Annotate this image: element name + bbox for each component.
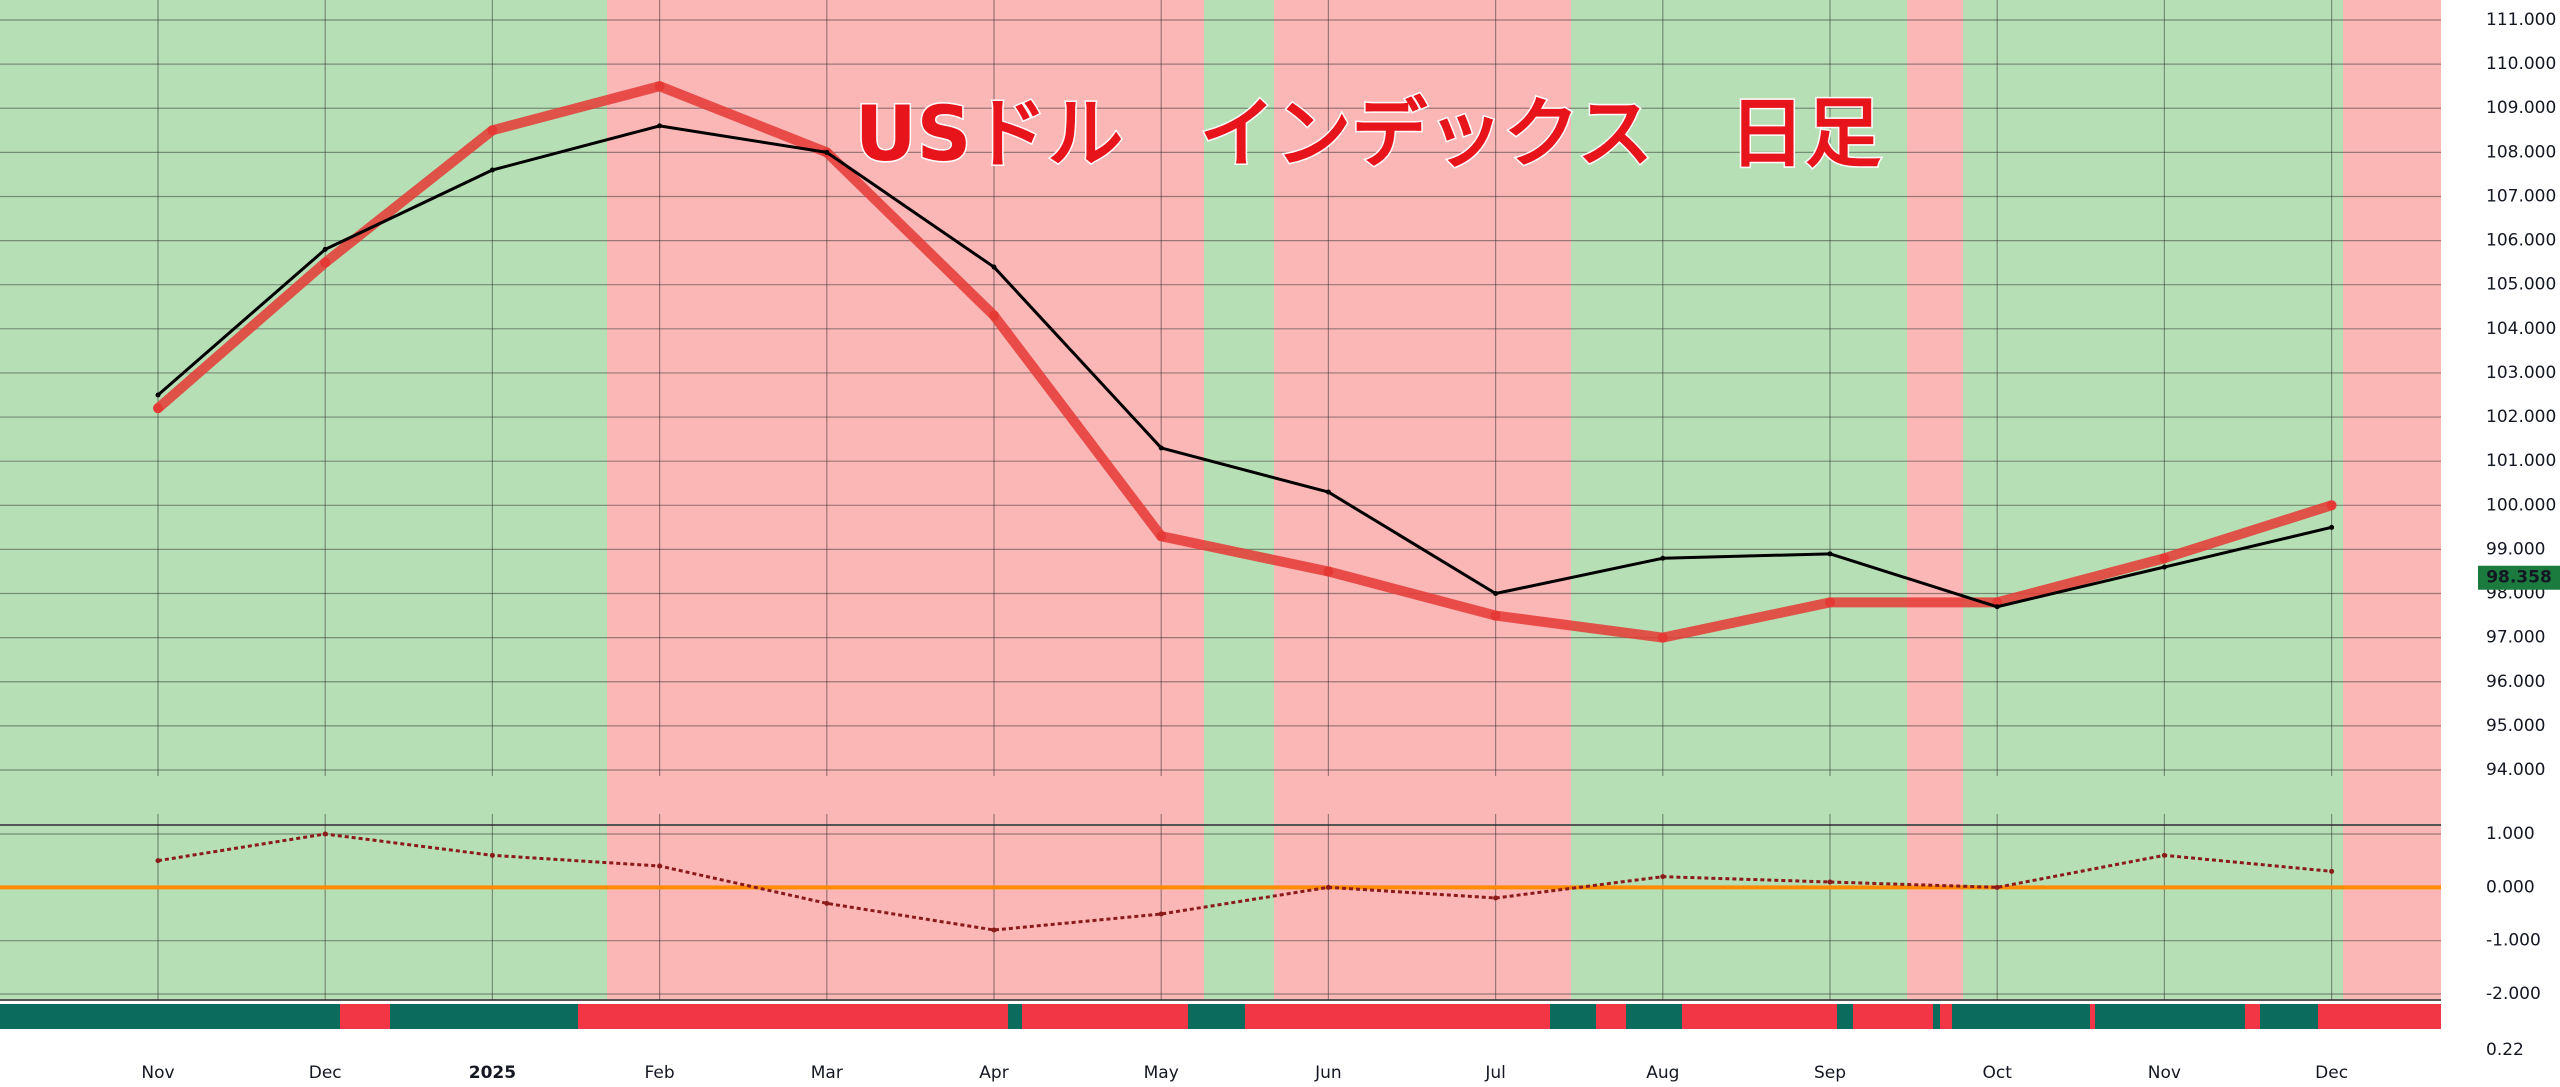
point (989, 310, 999, 321)
point (1827, 879, 1833, 885)
y-tick-label: 97.000 (2486, 628, 2545, 648)
y-tick-label: -1.000 (2486, 931, 2541, 951)
x-tick-label: Dec (2315, 1063, 2348, 1083)
point (155, 392, 161, 398)
x-tick-label: Jul (1484, 1063, 1506, 1083)
point (1994, 604, 2000, 610)
point (322, 246, 328, 252)
point (824, 149, 830, 155)
point (2326, 500, 2337, 511)
chart-title: USドル インデックス 日足 (855, 89, 1881, 178)
point (489, 167, 495, 173)
x-tick-label: Sep (1814, 1063, 1846, 1083)
y-tick-label: 105.000 (2486, 275, 2556, 295)
point (1493, 895, 1499, 901)
x-tick-label: 2025 (469, 1063, 516, 1083)
x-tick-label: Jun (1314, 1063, 1342, 1083)
point (1156, 531, 1167, 542)
point (2159, 553, 2170, 564)
y-tick-label: 106.000 (2486, 231, 2556, 251)
y-tick-label: 109.000 (2486, 98, 2556, 118)
point (320, 257, 331, 268)
x-tick-label: Nov (141, 1063, 174, 1083)
point (991, 927, 997, 933)
x-tick-label: Aug (1646, 1063, 1679, 1083)
y-tick-label: 104.000 (2486, 319, 2556, 339)
series-line (157, 124, 2332, 609)
y-tick-label: 111.000 (2486, 10, 2556, 30)
point (657, 863, 663, 869)
point (991, 264, 997, 270)
point (2161, 852, 2167, 858)
point (489, 852, 495, 858)
x-tick-label: Mar (811, 1063, 843, 1083)
y-tick-label: 96.000 (2486, 672, 2545, 692)
point (1825, 597, 1835, 608)
point (2329, 524, 2335, 530)
x-tick-label: Nov (2148, 1063, 2181, 1083)
x-tick-label: Dec (309, 1063, 342, 1083)
y-tick-label: 102.000 (2486, 407, 2556, 427)
y-tick-label: 95.000 (2486, 716, 2545, 736)
point (2329, 868, 2335, 874)
point (153, 403, 163, 414)
y-tick-label: 107.000 (2486, 186, 2556, 206)
y-tick-label: 101.000 (2486, 451, 2556, 471)
y-tick-label: 103.000 (2486, 363, 2556, 383)
x-tick-label: Oct (1982, 1063, 2012, 1083)
x-tick-label: May (1144, 1063, 1179, 1083)
point (155, 858, 161, 864)
point (322, 831, 328, 837)
time-axis (0, 1040, 2441, 1087)
y-tick-label: 1.000 (2486, 824, 2535, 844)
regime-bands (0, 0, 2441, 1000)
x-tick-label: Feb (645, 1063, 675, 1083)
point (1660, 874, 1666, 880)
x-tick-label: Apr (979, 1063, 1008, 1083)
point (824, 900, 830, 906)
point (1493, 591, 1499, 597)
series-line (154, 81, 2334, 643)
last-price-label: 98.358 (2486, 568, 2552, 588)
point (1323, 566, 1334, 577)
y-tick-label: 99.000 (2486, 539, 2545, 559)
point (1994, 884, 2000, 890)
price-axis (2441, 0, 2560, 1087)
y-tick-label: -2.000 (2486, 984, 2541, 1004)
y-tick-label: 100.000 (2486, 495, 2556, 515)
series-line (157, 832, 2332, 932)
y-tick-label: 110.000 (2486, 54, 2556, 74)
point (1660, 555, 1666, 561)
point (1158, 911, 1164, 917)
point (1158, 445, 1164, 451)
annotation: 0.22 (2486, 1040, 2524, 1060)
y-tick-label: 108.000 (2486, 142, 2556, 162)
point (1325, 884, 1331, 890)
point (657, 123, 663, 129)
point (1490, 610, 1501, 621)
point (2161, 564, 2167, 570)
point (1827, 551, 1833, 557)
signal-strip (0, 1004, 2441, 1029)
y-tick-label: 0.000 (2486, 877, 2535, 897)
point (487, 125, 498, 136)
point (654, 81, 665, 92)
last-price-box (2478, 565, 2560, 590)
point (1325, 489, 1331, 495)
y-tick-label: 94.000 (2486, 760, 2545, 780)
point (1657, 632, 1668, 643)
